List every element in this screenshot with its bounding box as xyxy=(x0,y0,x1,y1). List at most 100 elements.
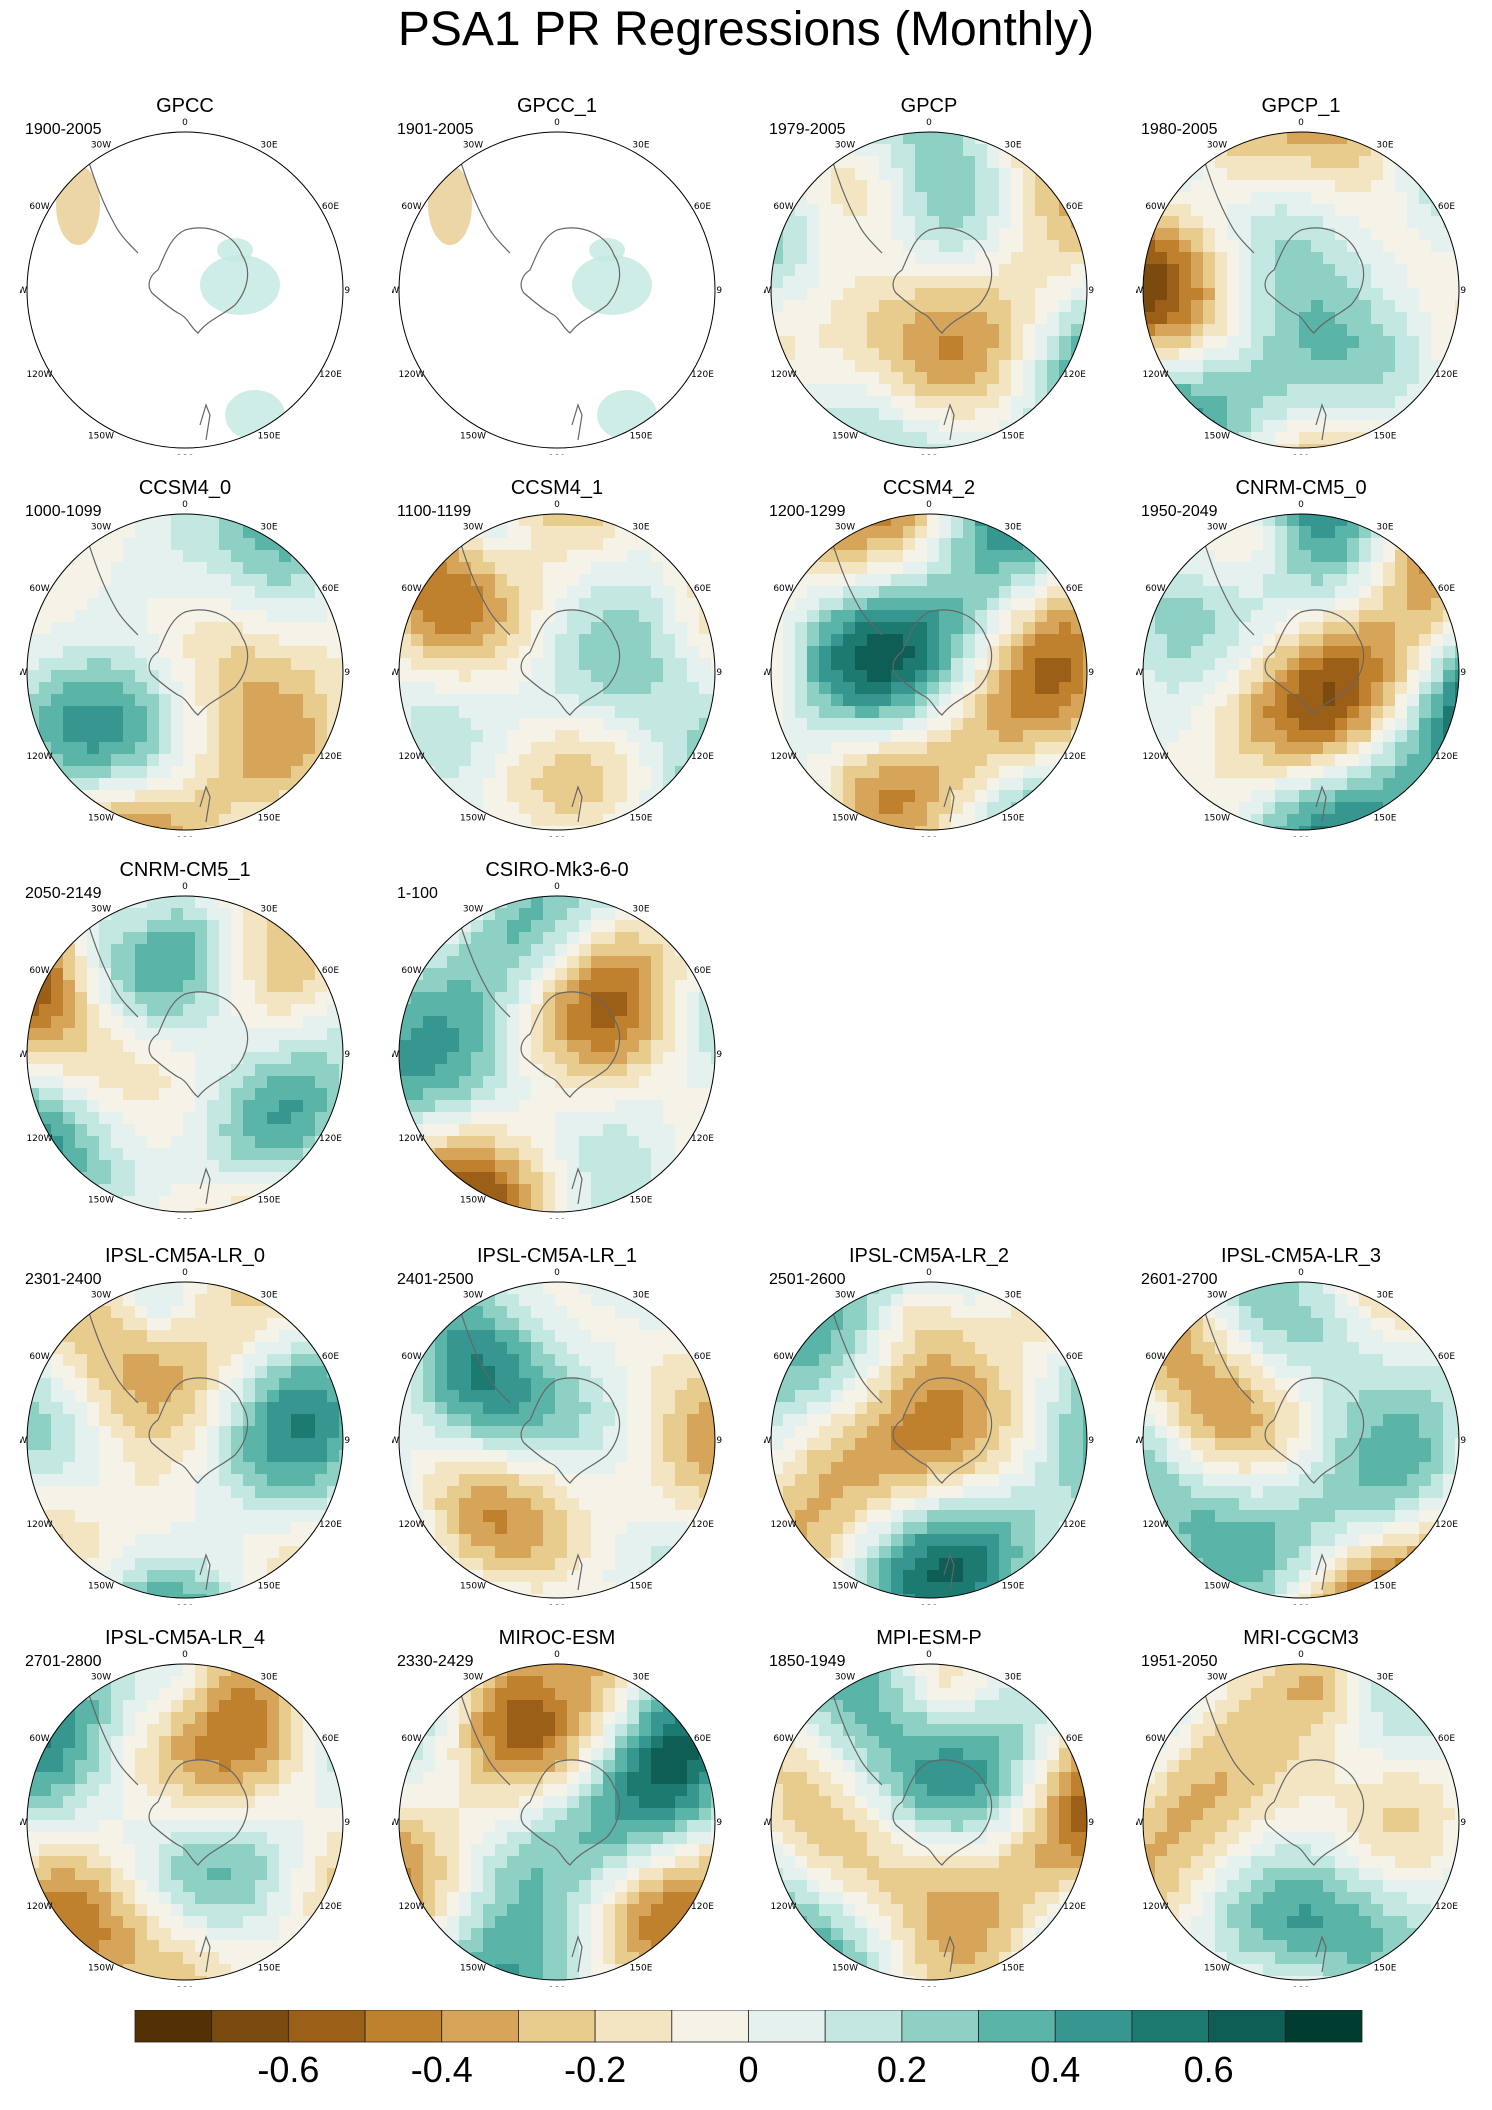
map-plot: 030E60E90E120E150E180150W120W90W60W30W xyxy=(1136,500,1466,837)
field-cell xyxy=(951,372,964,385)
field-cell xyxy=(27,1052,40,1065)
field-cell xyxy=(1215,682,1228,695)
field-cell xyxy=(1359,562,1372,575)
field-cell xyxy=(1179,790,1192,803)
field-cell xyxy=(303,896,316,909)
field-cell xyxy=(903,598,916,611)
field-cell xyxy=(1047,384,1060,397)
field-cell xyxy=(1419,336,1432,349)
field-cell xyxy=(567,658,580,671)
field-cell xyxy=(135,562,148,575)
field-cell xyxy=(399,802,412,815)
field-cell xyxy=(903,156,916,169)
field-cell xyxy=(171,1064,184,1077)
field-cell xyxy=(255,742,268,755)
field-cell xyxy=(843,730,856,743)
field-cell xyxy=(135,802,148,815)
field-cell xyxy=(135,718,148,731)
field-cell xyxy=(471,550,484,563)
field-cell xyxy=(471,730,484,743)
field-cell xyxy=(327,538,340,551)
field-cell xyxy=(1383,742,1396,755)
field-cell xyxy=(1179,384,1192,397)
field-cell xyxy=(543,694,556,707)
field-cell xyxy=(795,156,808,169)
field-cell xyxy=(951,192,964,205)
field-cell xyxy=(879,682,892,695)
field-cell xyxy=(543,598,556,611)
field-cell xyxy=(159,1004,172,1017)
field-cell xyxy=(1191,324,1204,337)
field-cell xyxy=(1059,216,1072,229)
field-cell xyxy=(471,598,484,611)
field-cell xyxy=(831,288,844,301)
field-cell xyxy=(975,312,988,325)
field-cell xyxy=(963,348,976,361)
field-cell xyxy=(567,514,580,527)
field-cell xyxy=(99,1016,112,1029)
field-cell xyxy=(1035,420,1048,433)
field-cell xyxy=(627,706,640,719)
field-cell xyxy=(591,562,604,575)
field-cell xyxy=(1455,144,1459,157)
field-cell xyxy=(1047,396,1060,409)
field-cell xyxy=(303,610,316,623)
field-cell xyxy=(951,156,964,169)
field-cell xyxy=(1263,538,1276,551)
field-cell xyxy=(1071,156,1084,169)
field-cell xyxy=(75,1028,88,1041)
field-cell xyxy=(1227,754,1240,767)
field-cell xyxy=(843,646,856,659)
field-cell xyxy=(1047,444,1060,448)
field-cell xyxy=(447,598,460,611)
field-cell xyxy=(879,718,892,731)
field-cell xyxy=(1155,216,1168,229)
field-cell xyxy=(1311,228,1324,241)
field-cell xyxy=(1059,420,1072,433)
field-cell xyxy=(1047,360,1060,373)
field-cell xyxy=(483,622,496,635)
field-cell xyxy=(159,896,172,909)
field-cell xyxy=(975,670,988,683)
field-cell xyxy=(1419,778,1432,791)
field-cell xyxy=(963,204,976,217)
field-cell xyxy=(1035,766,1048,779)
field-cell xyxy=(1047,682,1060,695)
field-cell xyxy=(1371,634,1384,647)
field-cell xyxy=(1251,778,1264,791)
field-cell xyxy=(1023,658,1036,671)
field-cell xyxy=(279,1016,292,1029)
field-cell xyxy=(1299,144,1312,157)
field-cell xyxy=(879,276,892,289)
field-cell xyxy=(1443,682,1456,695)
field-cell xyxy=(783,634,796,647)
field-cell xyxy=(1047,324,1060,337)
field-cell xyxy=(831,574,844,587)
field-cell xyxy=(1143,144,1156,157)
field-cell xyxy=(831,622,844,635)
field-cell xyxy=(147,908,160,921)
field-cell xyxy=(315,932,328,945)
field-cell xyxy=(1227,778,1240,791)
field-cell xyxy=(1263,550,1276,563)
field-cell xyxy=(927,742,940,755)
field-cell xyxy=(279,718,292,731)
field-cell xyxy=(1011,360,1024,373)
field-cell xyxy=(1275,168,1288,181)
field-cell xyxy=(303,526,316,539)
field-cell xyxy=(1011,168,1024,181)
field-cell xyxy=(951,324,964,337)
field-cell xyxy=(903,538,916,551)
field-cell xyxy=(39,610,52,623)
field-cell xyxy=(231,718,244,731)
field-cell xyxy=(987,384,1000,397)
field-cell xyxy=(207,1040,220,1053)
field-cell xyxy=(855,718,868,731)
field-cell xyxy=(1179,526,1192,539)
field-cell xyxy=(123,992,136,1005)
field-cell xyxy=(1299,802,1312,815)
field-cell xyxy=(591,790,604,803)
field-cell xyxy=(1035,336,1048,349)
field-cell xyxy=(1443,658,1456,671)
field-cell xyxy=(1179,754,1192,767)
